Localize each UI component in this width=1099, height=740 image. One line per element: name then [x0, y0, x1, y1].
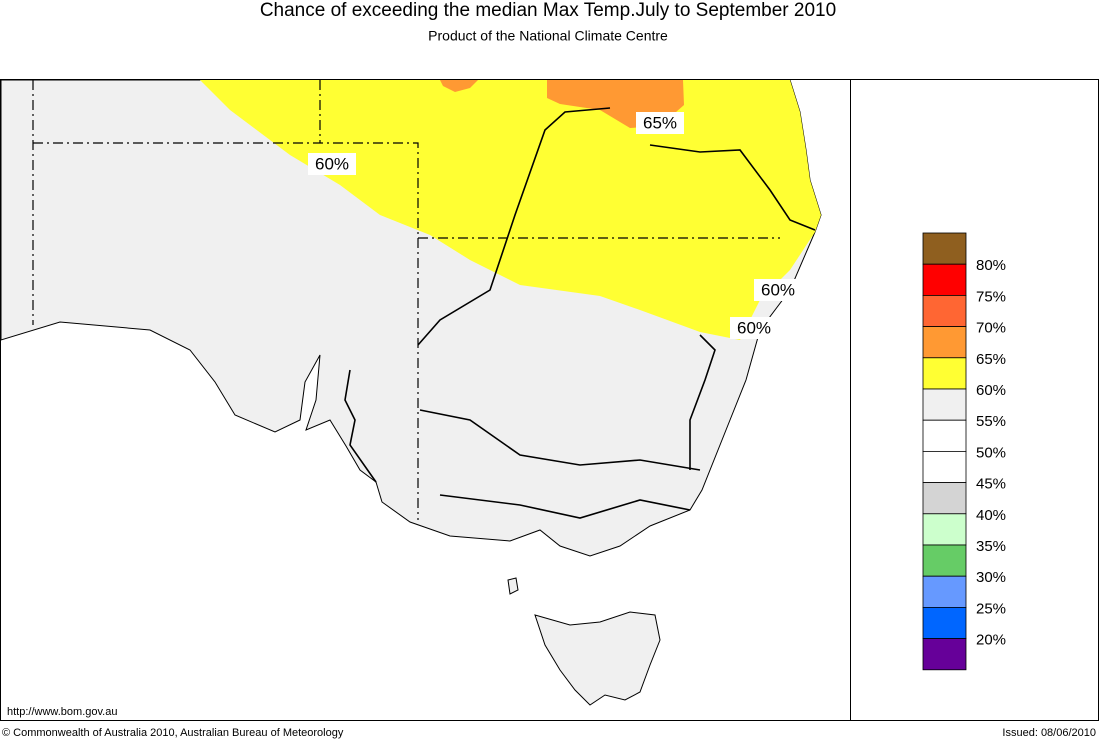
legend-label: 50%: [976, 444, 1006, 461]
contour-label: 60%: [761, 280, 795, 299]
label-bg: [308, 153, 356, 175]
legend-swatch: [922, 450, 967, 483]
contour-labels: 60% 65% 60% 60%: [308, 112, 802, 339]
subtitle: Product of the National Climate Centre: [428, 28, 668, 44]
legend-swatch: [922, 294, 967, 327]
legend: 80% 75% 70% 65% 60% 55% 50% 45% 40% 35% 30% 25% 20%: [922, 232, 1006, 671]
legend-swatch: [922, 357, 967, 390]
url: http://www.bom.gov.au: [7, 706, 117, 718]
contour-label: 65%: [643, 113, 677, 132]
legend-label: 45%: [976, 476, 1006, 493]
legend-swatch: [922, 482, 967, 515]
legend-swatch: [922, 544, 967, 577]
legend-label: 35%: [976, 538, 1006, 555]
legend-swatch: [922, 263, 967, 296]
tasmania: [534, 611, 661, 706]
area-65-small: [440, 80, 478, 92]
legend-label: 80%: [976, 257, 1006, 274]
copyright: © Commonwealth of Australia 2010, Austra…: [2, 727, 344, 739]
state-border: [32, 80, 780, 520]
legend-label: 70%: [976, 320, 1006, 337]
area-60: [200, 80, 821, 340]
legend-label: 60%: [976, 382, 1006, 399]
legend-label: 30%: [976, 569, 1006, 586]
map: 60% 65% 60% 60% http://www.bom.gov.au: [0, 79, 851, 721]
label-bg: [730, 317, 778, 339]
district-border: [344, 107, 816, 519]
legend-label: 40%: [976, 507, 1006, 524]
legend-swatch: [922, 388, 967, 421]
issued: Issued: 08/06/2010: [1002, 727, 1096, 739]
legend-swatch: [922, 232, 967, 265]
legend-label: 25%: [976, 600, 1006, 617]
legend-label: 55%: [976, 413, 1006, 430]
title: Chance of exceeding the median Max Temp.…: [260, 0, 836, 21]
legend-label: 20%: [976, 632, 1006, 649]
legend-swatch: [922, 638, 967, 671]
legend-swatch: [922, 419, 967, 452]
legend-swatch: [922, 575, 967, 608]
legend-label: 75%: [976, 288, 1006, 305]
legend-swatch: [922, 513, 967, 546]
legend-label: 65%: [976, 351, 1006, 368]
label-bg: [636, 112, 684, 134]
legend-swatch: [922, 607, 967, 640]
legend-swatch: [922, 326, 967, 359]
contour-label: 60%: [315, 154, 349, 173]
label-bg: [754, 279, 802, 301]
island: [507, 577, 519, 595]
contour-label: 60%: [737, 318, 771, 337]
